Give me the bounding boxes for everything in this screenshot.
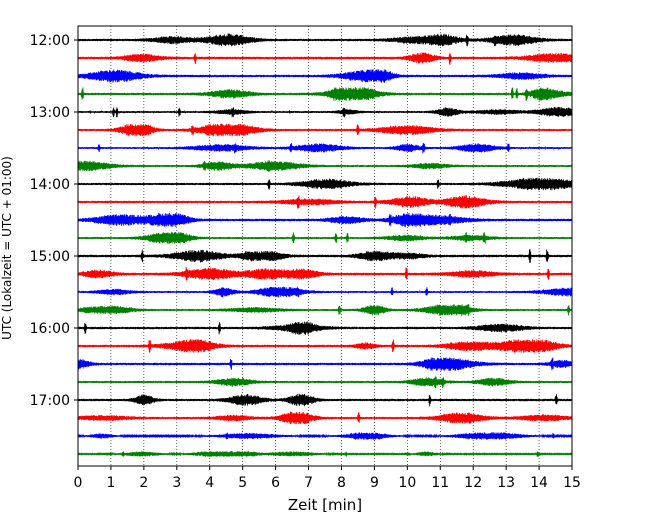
x-axis-label: Zeit [min]: [288, 496, 362, 514]
y-tick-label: 17:00: [30, 393, 70, 409]
trace-1445: [77, 232, 573, 244]
trace-1200: [77, 33, 573, 47]
seismic-traces: [77, 33, 573, 457]
trace-1530: [77, 286, 573, 298]
x-tick-label: 6: [271, 475, 280, 491]
trace-1600: [77, 321, 573, 335]
axis-ticks: 0 1 2 3 4 5 6 7 8 9 10 11 12 13 14 1512:0013:0014:0015:…: [30, 33, 581, 491]
x-tick-label: 12: [464, 475, 482, 491]
x-tick-label: 3: [172, 475, 181, 491]
x-tick-label: 14: [530, 475, 548, 491]
trace-1330: [77, 142, 573, 154]
trace-1515: [77, 266, 573, 281]
y-tick-label: 16:00: [30, 321, 70, 337]
trace-1415: [77, 195, 573, 209]
x-tick-label: 5: [238, 475, 247, 491]
y-tick-label: 12:00: [30, 33, 70, 49]
trace-1645: [77, 376, 573, 389]
plot-frame: [77, 25, 573, 467]
x-tick-label: 7: [304, 475, 313, 491]
trace-1545: [77, 304, 573, 316]
trace-1345: [77, 160, 573, 172]
grid-lines: [110, 26, 540, 466]
trace-1630: [77, 357, 573, 371]
x-tick-label: 4: [205, 475, 214, 491]
trace-1400: [77, 177, 573, 191]
x-tick-label: 8: [337, 475, 346, 491]
trace-1745: [77, 451, 573, 457]
trace-1730: [77, 432, 573, 440]
trace-1430: [77, 212, 573, 228]
trace-1230: [77, 69, 573, 83]
x-tick-label: 9: [370, 475, 379, 491]
y-axis-label: UTC (Lokalzeit = UTC + 01:00): [0, 156, 14, 340]
x-tick-label: 1: [106, 475, 115, 491]
x-tick-label: 13: [497, 475, 515, 491]
trace-1615: [77, 339, 573, 353]
x-tick-label: 0: [74, 475, 83, 491]
trace-1245: [77, 87, 573, 101]
x-tick-label: 2: [139, 475, 148, 491]
x-tick-label: 15: [563, 475, 581, 491]
x-tick-label: 11: [431, 475, 449, 491]
x-tick-label: 10: [398, 475, 416, 491]
trace-1715: [77, 411, 573, 425]
trace-1315: [77, 123, 573, 137]
trace-1300: [77, 106, 573, 118]
y-tick-label: 15:00: [30, 249, 70, 265]
y-tick-label: 13:00: [30, 105, 70, 121]
trace-1700: [77, 393, 573, 407]
trace-1500: [77, 249, 573, 263]
y-tick-label: 14:00: [30, 177, 70, 193]
trace-1215: [77, 52, 573, 65]
